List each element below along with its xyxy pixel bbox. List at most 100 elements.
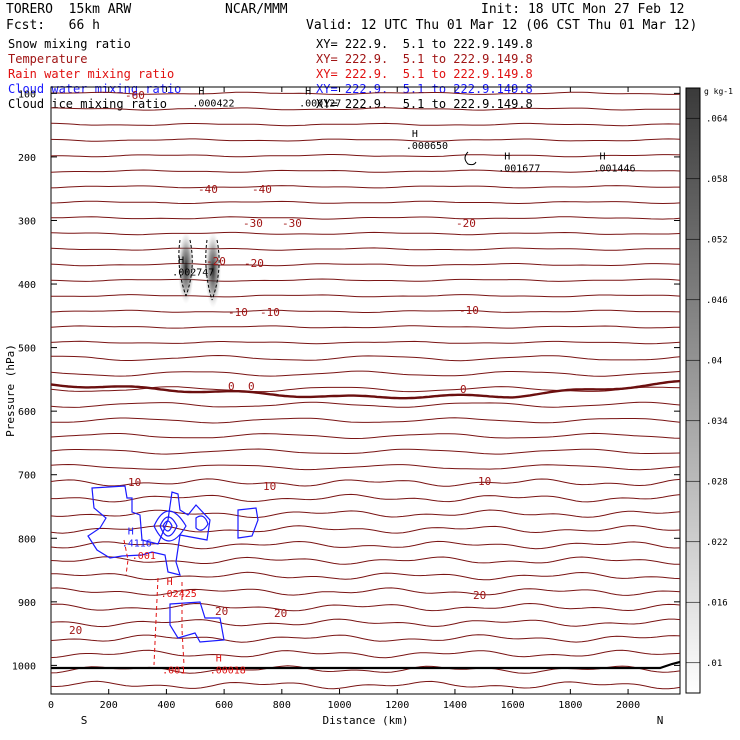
x-tick-label: 800 — [273, 700, 291, 711]
isotherm-line — [51, 154, 680, 158]
y-tick-label: 600 — [18, 407, 36, 418]
max-value-label: .00018 — [210, 665, 246, 676]
isotherm-line — [51, 634, 680, 643]
temp-label-m10-b: -10 — [260, 306, 280, 319]
isotherm-line — [51, 618, 680, 628]
temp-label-20-a: 20 — [69, 624, 82, 637]
isotherm-line — [51, 122, 680, 127]
y-tick-label: 400 — [18, 280, 36, 291]
surface-line — [51, 660, 680, 670]
isotherm-line — [51, 571, 680, 581]
y-tick-label: 500 — [18, 344, 36, 355]
max-marker: H — [216, 653, 222, 664]
y-tick-label: 900 — [18, 598, 36, 609]
y-tick-label: 1000 — [12, 661, 36, 672]
temp-label-10-b: 10 — [263, 480, 276, 493]
x-tick-label: 1600 — [501, 700, 525, 711]
isotherm-line — [51, 478, 680, 487]
colorbar: g kg-1 .01 .016 .022 .028 .034 .04 .046 .052 .05… — [685, 87, 733, 694]
y-tick-label: 800 — [18, 534, 36, 545]
isotherm-line — [51, 493, 680, 503]
freezing-level-line — [51, 379, 680, 400]
isotherm-line — [51, 680, 680, 690]
isotherm-line — [51, 216, 680, 220]
x-axis-title: Distance (km) — [322, 714, 408, 727]
temp-label-m40-a: -40 — [198, 183, 218, 196]
colorbar-label: .022 — [706, 538, 728, 548]
legend-xy-rain: XY= 222.9. 5.1 to 222.9.149.8 — [316, 67, 533, 81]
init-time: Init: 18 UTC Mon 27 Feb 12 — [481, 2, 685, 17]
x-tick-label: 1000 — [327, 700, 351, 711]
x-tick-label: 1800 — [558, 700, 582, 711]
max-value-label: .002747 — [172, 268, 214, 279]
x-tick-label: 0 — [48, 700, 54, 711]
isotherm-line — [51, 602, 680, 612]
temperature-contours — [51, 91, 680, 690]
max-marker: H — [599, 151, 605, 162]
temp-label-20-b: 20 — [215, 605, 228, 618]
colorbar-label: .046 — [706, 296, 728, 306]
temp-label-20-d: 20 — [473, 589, 486, 602]
y-tick-label: 100 — [18, 89, 36, 100]
isotherm-line — [51, 386, 680, 393]
colorbar-label: .064 — [706, 114, 728, 124]
snow-core-right — [205, 232, 221, 308]
temp-label-0-a: 0 — [228, 380, 235, 393]
isotherm-line — [51, 325, 680, 329]
axes: 0 200 400 600 800 1000 1200 1400 1600 1800 2000100… — [4, 87, 680, 727]
max-value-label: .000422 — [192, 98, 234, 109]
temp-label-m60: -60 — [125, 89, 145, 102]
max-marker: H — [504, 151, 510, 162]
legend-name-cloud-ice: Cloud ice mixing ratio — [8, 97, 167, 111]
colorbar-label: .04 — [706, 356, 722, 366]
max-marker: H — [305, 86, 311, 97]
max-marker: H — [178, 256, 184, 267]
isotherm-line — [51, 525, 680, 534]
temp-label-m20-b: -20 — [244, 257, 264, 270]
legend-xy-cloud-ice: XY= 222.9. 5.1 to 222.9.149.8 — [316, 97, 533, 111]
isotherm-line — [51, 401, 680, 408]
contour-labels: -60 -40 -40 -30 -30 -20 -20 -20 -10 -10 … — [69, 89, 491, 637]
isotherm-line — [51, 185, 680, 189]
colorbar-unit: g kg-1 — [704, 87, 733, 96]
y-tick-label: 200 — [18, 153, 36, 164]
snow-contour-right — [205, 239, 220, 301]
temp-label-m10-c: -10 — [459, 304, 479, 317]
isotherm-line — [51, 200, 680, 205]
isotherm-line — [51, 278, 680, 282]
temp-label-m30-c: -20 — [456, 217, 476, 230]
temp-label-m20-a: -20 — [206, 255, 226, 268]
max-value-label: .001 — [162, 665, 186, 676]
temp-label-m30-a: -30 — [243, 217, 263, 230]
isotherm-line — [51, 340, 680, 345]
isotherm-line — [51, 309, 680, 313]
legend-xy-snow: XY= 222.9. 5.1 to 222.9.149.8 — [316, 37, 533, 51]
snow-core-left — [178, 232, 194, 304]
x-tick-label: 200 — [100, 700, 118, 711]
max-value-label: .02425 — [161, 589, 197, 600]
isotherm-line — [51, 587, 680, 596]
max-value-label: .001446 — [593, 163, 635, 174]
isotherm-line — [51, 370, 680, 377]
temp-label-m10-a: -10 — [228, 306, 248, 319]
forecast-hour: Fcst: 66 h — [6, 18, 100, 33]
maxima-labels: H.000422H.000127H.000650H.001677H.001446… — [122, 86, 636, 676]
plot-frame — [50, 86, 681, 695]
isotherm-line — [51, 509, 680, 519]
isotherm-line — [51, 91, 680, 96]
isotherm-line — [51, 448, 680, 455]
x-tick-label: 600 — [215, 700, 233, 711]
isotherm-line — [51, 294, 680, 298]
isotherm-line — [51, 432, 680, 439]
rain-water-contours — [123, 539, 185, 666]
max-marker: H — [128, 526, 134, 537]
temp-label-0-b: 0 — [248, 380, 255, 393]
y-axis-title: Pressure (hPa) — [4, 344, 17, 437]
max-value-label: .001 — [132, 551, 156, 562]
y-tick-label: 700 — [18, 471, 36, 482]
endpoint-left-label: S — [81, 714, 88, 727]
max-value-label: .001677 — [498, 163, 540, 174]
max-value-label: .000127 — [299, 98, 341, 109]
temp-label-10-c: 10 — [478, 475, 491, 488]
